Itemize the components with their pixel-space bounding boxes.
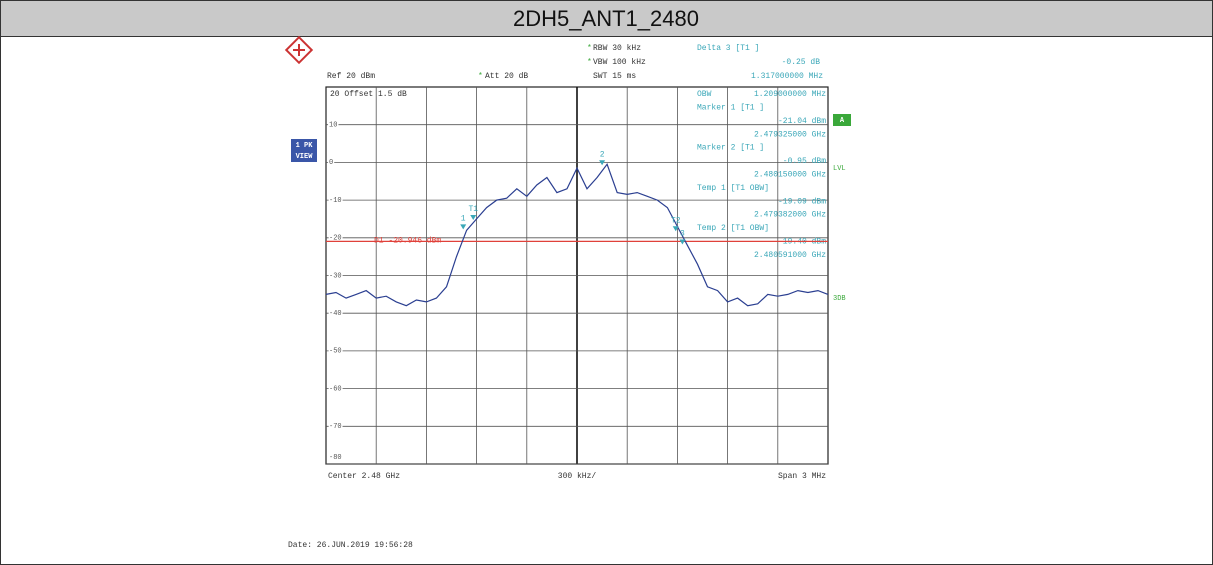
rs-logo <box>284 35 314 65</box>
delta: Delta 3 [T1 ] <box>697 44 759 53</box>
panel-text: 2.479382000 GHz <box>754 211 826 220</box>
marker-label: T1 <box>468 205 478 214</box>
att: Att 20 dB <box>485 72 528 81</box>
marker <box>460 224 467 230</box>
div: 300 kHz/ <box>558 472 597 481</box>
marker-label: 1 <box>461 214 466 223</box>
ref: Ref 20 dBm <box>327 72 375 81</box>
rbw: RBW 30 kHz <box>593 44 641 53</box>
view-label: VIEW <box>296 153 314 161</box>
y-tick-label: -80 <box>329 454 342 462</box>
marker-label: 3 <box>680 230 685 239</box>
delta-freq: 1.317000000 MHz <box>751 72 823 81</box>
marker <box>679 239 686 245</box>
delta-level: -0.25 dB <box>782 58 821 67</box>
center: Center 2.48 GHz <box>328 472 400 481</box>
marker <box>672 226 679 232</box>
marker-label: T2 <box>671 216 681 225</box>
panel-text: -0.95 dBm <box>783 157 826 166</box>
panel-text: 2.480591000 GHz <box>754 251 826 260</box>
y-tick-label: -70 <box>329 423 342 431</box>
vbw: VBW 100 kHz <box>593 58 646 67</box>
y-tick-label: -20 <box>329 235 342 243</box>
star: * <box>478 72 483 81</box>
star: * <box>587 44 592 53</box>
y-tick-label: -60 <box>329 385 342 393</box>
panel-text: 1.209000000 MHz <box>754 90 826 99</box>
y-tick-label: 10 <box>329 122 337 130</box>
panel-text: -19.40 dBm <box>778 238 826 247</box>
swt: SWT 15 ms <box>593 72 636 81</box>
panel-text: -19.09 dBm <box>778 197 826 206</box>
y-tick-label: -10 <box>329 197 342 205</box>
y-tick-label: -30 <box>329 272 342 280</box>
offset: 20 Offset 1.5 dB <box>330 90 407 99</box>
y-tick-label: 0 <box>329 159 333 167</box>
panel-text: Marker 1 [T1 ] <box>697 104 764 113</box>
display-line-label: D1 -20.946 dBm <box>374 236 441 245</box>
star: * <box>587 58 592 67</box>
panel-text: 2.480150000 GHz <box>754 171 826 180</box>
trace <box>325 163 829 307</box>
marker-label: 2 <box>600 150 605 159</box>
panel-text: Marker 2 [T1 ] <box>697 144 764 153</box>
trace-badge <box>291 139 317 162</box>
span: Span 3 MHz <box>778 472 826 481</box>
chart-title: 2DH5_ANT1_2480 <box>513 6 699 31</box>
panel-text: OBW <box>697 90 712 99</box>
lvl: LVL <box>833 165 846 173</box>
panel-text: Temp 2 [T1 OBW] <box>697 224 769 233</box>
panel-text: 2.479325000 GHz <box>754 130 826 139</box>
trace-label: 1 PK <box>296 142 314 150</box>
y-tick-label: -40 <box>329 310 342 318</box>
panel-text: Temp 1 [T1 OBW] <box>697 184 769 193</box>
a-label: A <box>840 117 845 125</box>
marker <box>470 214 477 220</box>
panel-text: -21.04 dBm <box>778 117 826 126</box>
a-badge <box>833 114 851 126</box>
3db: 3DB <box>833 295 846 303</box>
date: Date: 26.JUN.2019 19:56:28 <box>288 541 413 550</box>
y-tick-label: -50 <box>329 348 342 356</box>
title-bar <box>0 0 1213 37</box>
marker <box>599 160 606 166</box>
